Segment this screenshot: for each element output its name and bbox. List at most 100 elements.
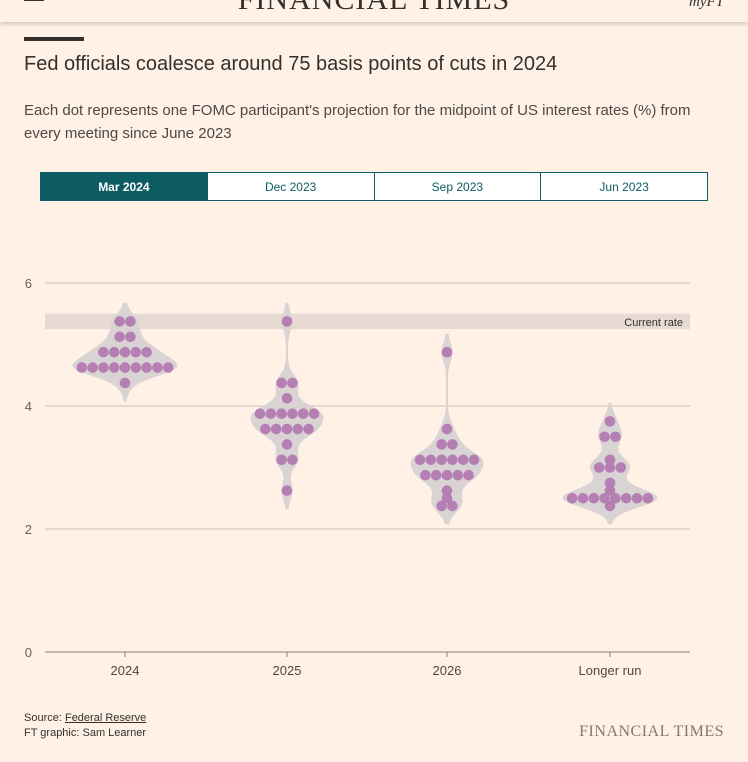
x-category-label: 2026 [433, 663, 462, 678]
projection-dot [108, 362, 120, 373]
projection-dot [593, 462, 605, 473]
tab-jun-2023[interactable]: Jun 2023 [540, 173, 707, 200]
projection-dot [420, 469, 431, 481]
projection-dot [447, 500, 458, 512]
projection-dot [642, 492, 654, 504]
projection-dot [287, 408, 298, 419]
current-rate-label: Current rate [624, 317, 683, 329]
source-note: Source: Federal Reserve FT graphic: Sam … [24, 711, 146, 741]
projection-dot [114, 331, 125, 343]
ft-footer-logo: FINANCIAL TIMES [579, 723, 724, 740]
projection-dot [281, 485, 293, 496]
projection-dot [615, 462, 627, 473]
projection-dot [457, 454, 469, 466]
projection-dot [452, 469, 464, 481]
projection-dot [631, 492, 643, 504]
projection-dot [297, 408, 309, 419]
projection-dot [270, 423, 282, 435]
projection-dot [114, 316, 125, 327]
tab-mar-2024[interactable]: Mar 2024 [41, 173, 207, 200]
projection-dot [130, 362, 142, 373]
projection-dot [98, 346, 109, 358]
projection-dot [436, 439, 447, 450]
projection-dot [604, 500, 616, 512]
violin-shape [250, 302, 324, 510]
projection-dot [463, 469, 474, 481]
projection-dot [577, 492, 589, 504]
projection-dot [414, 454, 426, 466]
x-category-label: 2024 [111, 663, 140, 678]
projection-dot [119, 377, 131, 389]
tab-dec-2023[interactable]: Dec 2023 [206, 173, 374, 200]
projection-dot [87, 362, 98, 373]
projection-dot [119, 346, 131, 358]
projection-dot [254, 408, 266, 419]
projection-dot [292, 423, 304, 435]
y-tick-label: 2 [25, 522, 32, 537]
projection-dot [125, 316, 136, 327]
projection-dot [441, 423, 453, 435]
projection-dot [447, 454, 458, 466]
x-category-label: 2025 [273, 663, 302, 678]
projection-dot [281, 439, 293, 450]
projection-dot [76, 362, 88, 373]
projection-dot [303, 423, 314, 435]
projection-dot [125, 331, 136, 343]
projection-dot [441, 485, 453, 496]
projection-dot [599, 431, 610, 443]
projection-dot [276, 377, 287, 389]
projection-dot [468, 454, 480, 466]
projection-dot [141, 346, 152, 358]
projection-dot [265, 408, 277, 419]
projection-dot [604, 477, 616, 489]
x-category-label: Longer run [579, 663, 642, 678]
projection-dot [281, 316, 293, 327]
projection-dot [441, 492, 453, 504]
projection-dot [276, 454, 287, 466]
projection-dot [281, 393, 293, 404]
y-tick-label: 6 [25, 276, 32, 291]
projection-dot [162, 362, 174, 373]
source-link[interactable]: Federal Reserve [64, 712, 147, 724]
projection-dot [281, 423, 293, 435]
top-bar: FINANCIAL TIMES myFT [0, 0, 748, 22]
chart-title: Fed officials coalesce around 75 basis p… [24, 53, 558, 75]
projection-dot [308, 408, 320, 419]
projection-dot [447, 439, 458, 450]
projection-dot [430, 469, 442, 481]
myft-link[interactable]: myFT [689, 0, 724, 10]
projection-dot [604, 485, 616, 496]
graphic-credit: FT graphic: Sam Learner [24, 727, 147, 739]
projection-dot [604, 416, 616, 427]
projection-dot [287, 377, 298, 389]
source-prefix: Source: [24, 712, 65, 724]
projection-dot [441, 469, 453, 481]
projection-dot [276, 408, 287, 419]
projection-dot [436, 500, 447, 512]
dot-plot-chart: 0 2 4 6 Current rate 2024 2025 2026 Longer run [25, 276, 690, 678]
menu-icon[interactable] [24, 0, 44, 4]
meeting-tabs: Mar 2024 Dec 2023 Sep 2023 Jun 2023 [40, 172, 708, 201]
projection-dot [119, 362, 131, 373]
projection-dot [98, 362, 109, 373]
projection-dot [604, 454, 616, 466]
y-tick-label: 0 [25, 645, 32, 660]
projection-dot [108, 346, 120, 358]
projection-dot [588, 492, 600, 504]
projection-dot [260, 423, 271, 435]
current-rate-band [45, 313, 690, 330]
y-tick-label: 4 [25, 399, 32, 414]
projection-dot [604, 462, 616, 473]
projection-dot [620, 492, 632, 504]
projection-dot [441, 346, 453, 358]
title-rule [24, 37, 84, 41]
projection-dot [610, 431, 621, 443]
projection-dot [287, 454, 298, 466]
projection-dot [610, 492, 621, 504]
tab-sep-2023[interactable]: Sep 2023 [373, 173, 541, 200]
projection-dot [425, 454, 437, 466]
chart-subtitle: Each dot represents one FOMC participant… [24, 102, 691, 142]
projection-dot [141, 362, 152, 373]
projection-dot [566, 492, 578, 504]
masthead-logo[interactable]: FINANCIAL TIMES [0, 0, 748, 17]
